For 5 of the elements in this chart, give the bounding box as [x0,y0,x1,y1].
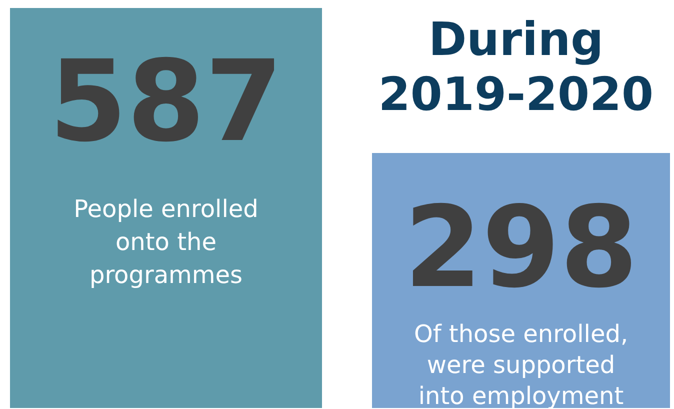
category-label: Of those enrolled, were supported into employment [414,320,628,409]
category-label: People enrolled onto the programmes [74,195,258,289]
data-label: 298 [404,183,638,313]
text: During 2019-2020 [378,12,654,121]
data-label: 587 [49,37,283,167]
